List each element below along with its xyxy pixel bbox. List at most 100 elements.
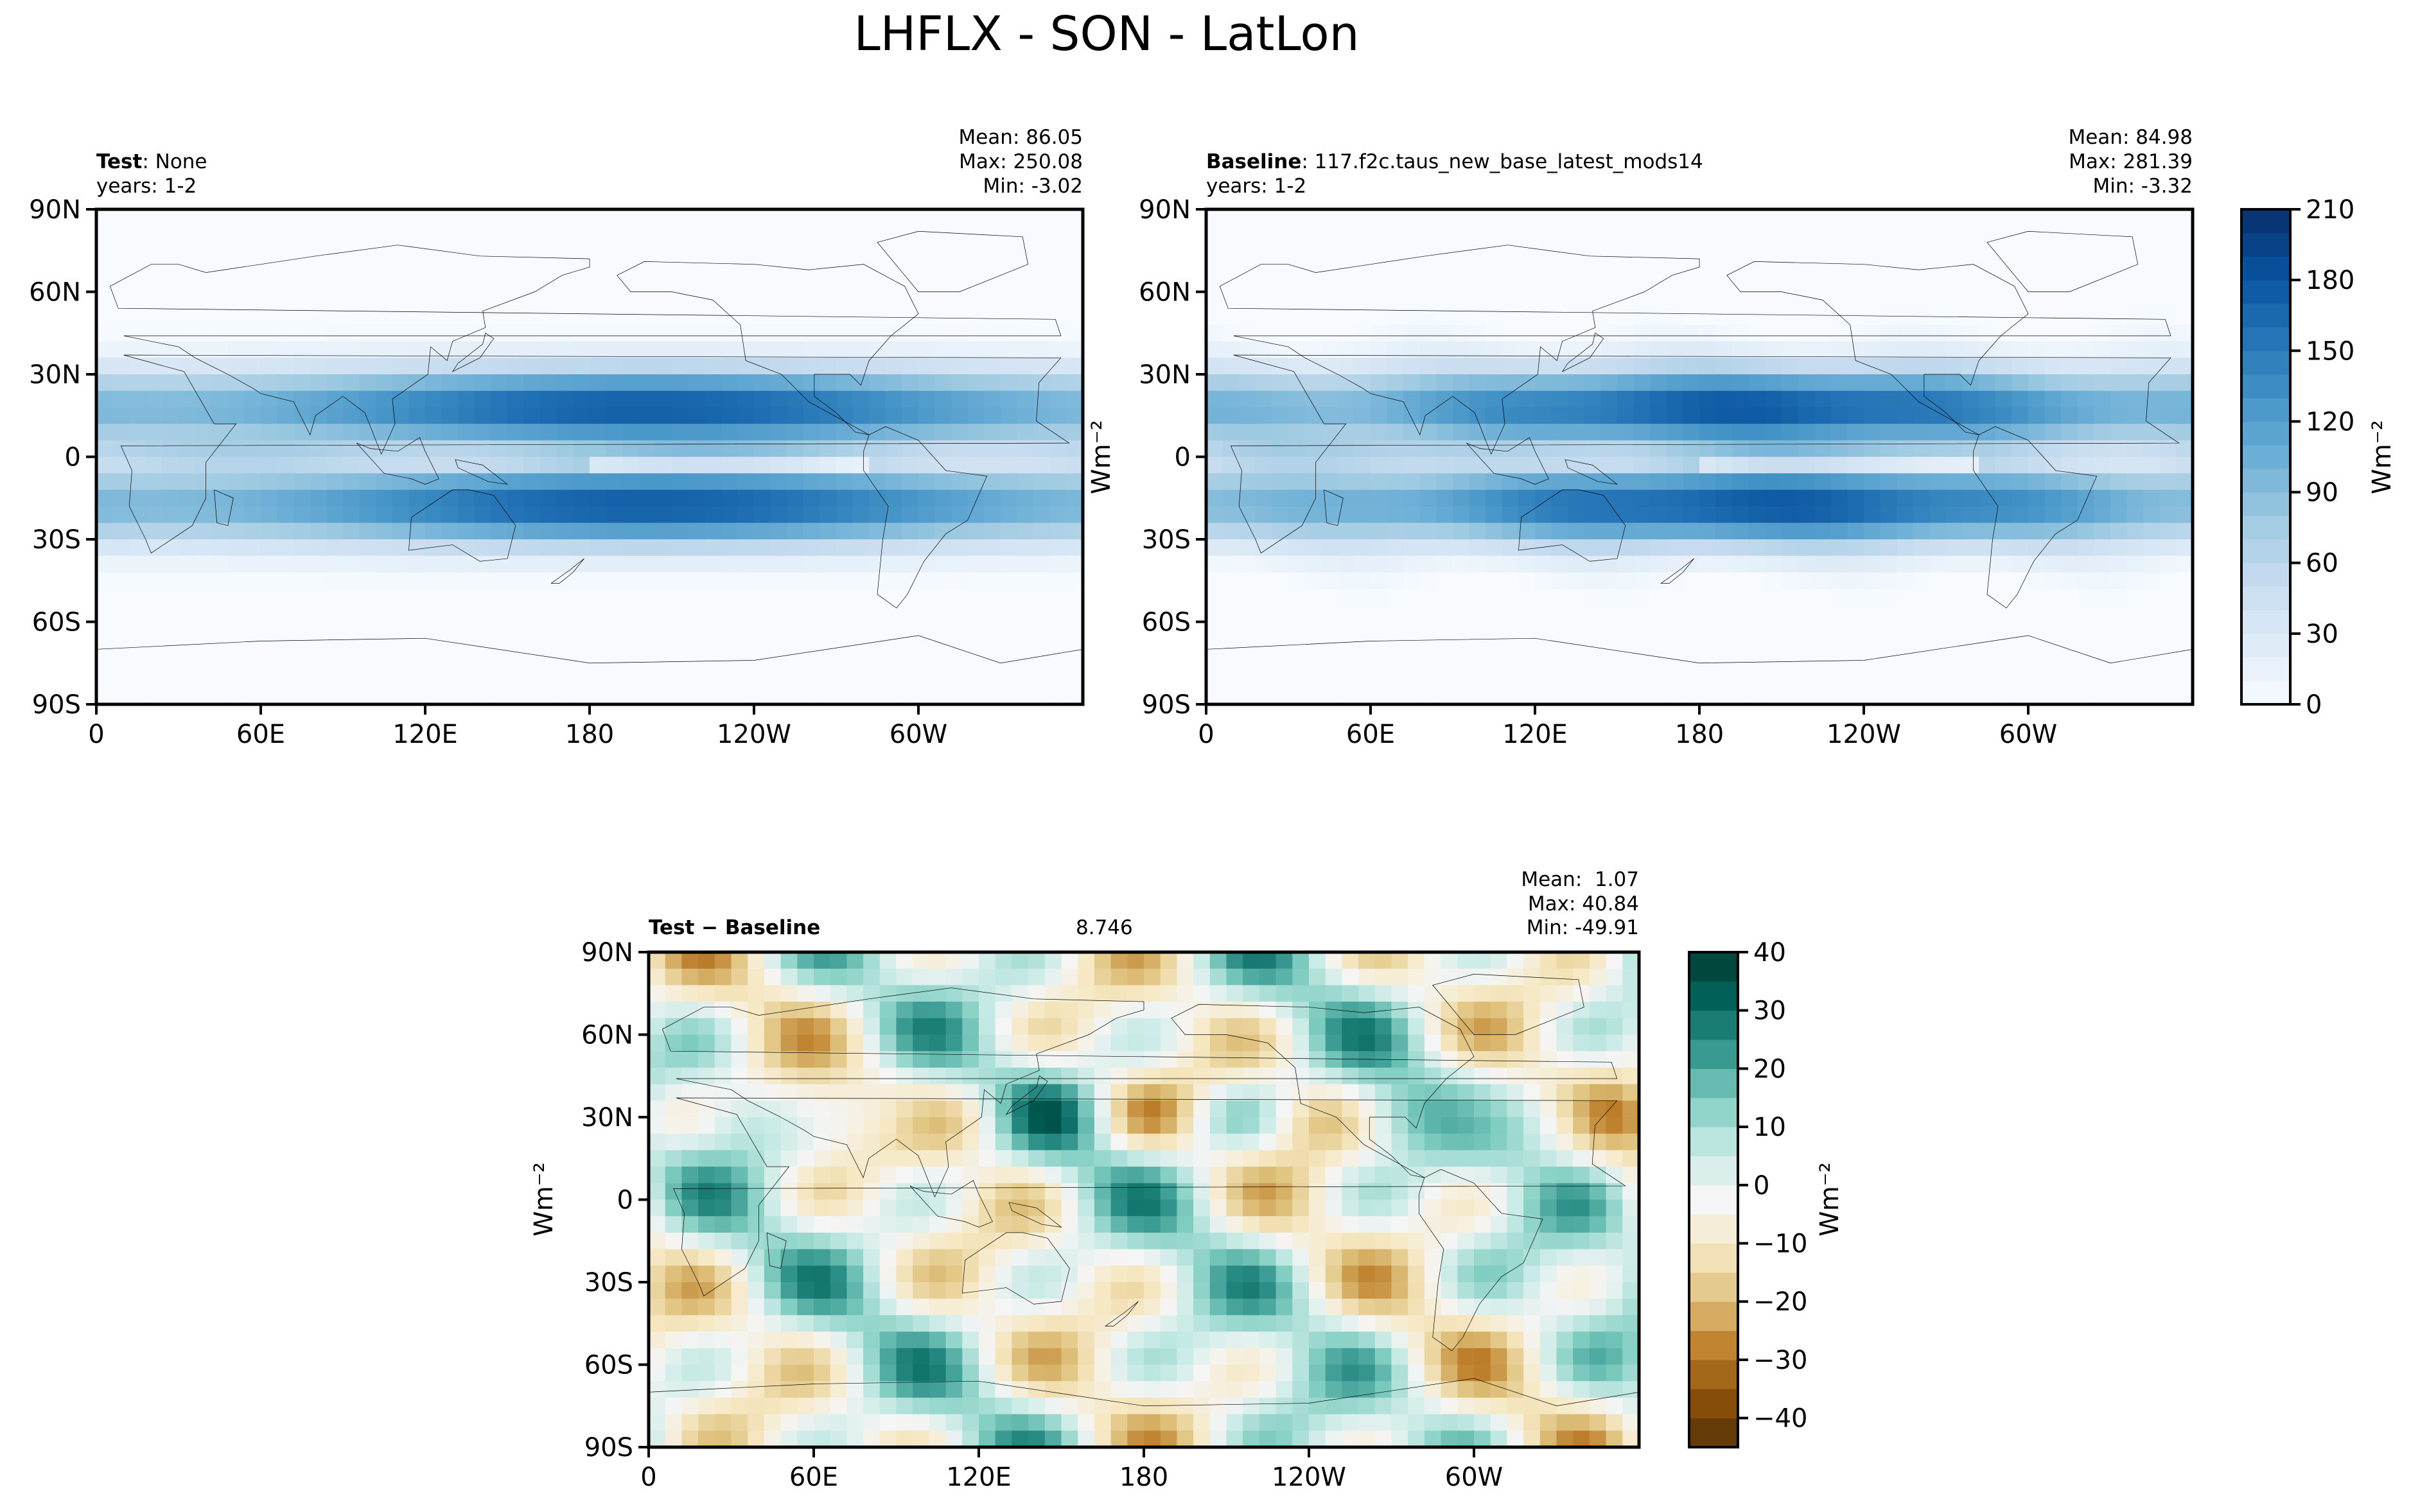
field-cell: [869, 489, 887, 507]
field-cell: [1748, 539, 1766, 557]
field-cell: [688, 621, 706, 639]
field-cell: [441, 539, 459, 557]
field-cell: [458, 440, 476, 458]
colorbar-top-level: [2241, 468, 2290, 493]
field-cell: [698, 952, 716, 969]
field-cell: [1177, 1282, 1195, 1299]
field-cell: [277, 390, 295, 408]
field-cell: [1995, 605, 2013, 623]
field-cell: [129, 473, 147, 491]
field-cell: [227, 424, 245, 442]
field-cell: [145, 358, 163, 376]
field-cell: [780, 1034, 798, 1052]
field-cell: [622, 308, 640, 326]
field-cell: [1436, 506, 1454, 524]
field-cell: [1259, 1117, 1277, 1134]
field-cell: [787, 589, 805, 607]
field-cell: [731, 1100, 749, 1118]
field-cell: [852, 341, 870, 359]
field-cell: [1732, 605, 1750, 623]
field-cell: [688, 671, 706, 689]
field-cell: [1255, 456, 1273, 474]
diff-map: [649, 952, 1639, 1447]
field-cell: [1226, 1364, 1244, 1382]
field-cell: [441, 523, 459, 541]
field-cell: [1272, 489, 1290, 507]
field-cell: [376, 589, 394, 607]
field-cell: [392, 209, 410, 227]
field-cell: [1012, 1034, 1030, 1052]
field-cell: [846, 1315, 864, 1333]
field-cell: [1288, 621, 1306, 639]
field-cell: [731, 1397, 749, 1415]
field-cell: [1387, 308, 1405, 326]
y-tick-label: 60N: [1139, 278, 1191, 308]
field-cell: [1699, 456, 1717, 474]
field-cell: [227, 358, 245, 376]
field-cell: [1864, 324, 1881, 342]
field-cell: [698, 1430, 716, 1447]
field-cell: [294, 242, 311, 260]
test-years: years: 1-2: [96, 175, 197, 198]
field-cell: [1144, 1249, 1161, 1267]
field-cell: [2061, 671, 2079, 689]
field-cell: [1304, 523, 1322, 541]
field-cell: [2126, 671, 2144, 689]
field-cell: [1502, 539, 1520, 557]
field-cell: [1486, 621, 1504, 639]
field-cell: [780, 1348, 798, 1366]
field-cell: [1209, 1100, 1227, 1118]
field-cell: [622, 390, 640, 408]
field-cell: [995, 1117, 1013, 1134]
field-cell: [655, 440, 673, 458]
field-cell: [1715, 341, 1733, 359]
field-cell: [96, 539, 114, 557]
field-cell: [748, 1332, 766, 1350]
field-cell: [1469, 555, 1487, 573]
field-cell: [830, 1381, 848, 1399]
field-cell: [748, 1167, 766, 1185]
field-cell: [359, 589, 377, 607]
field-cell: [491, 654, 509, 672]
field-cell: [1193, 1282, 1211, 1299]
field-cell: [1732, 225, 1750, 243]
field-cell: [1946, 523, 1963, 541]
field-cell: [2143, 456, 2161, 474]
field-cell: [1830, 654, 1848, 672]
field-cell: [2159, 308, 2177, 326]
field-cell: [1913, 259, 1931, 277]
field-cell: [1094, 1133, 1112, 1151]
field-cell: [879, 1216, 897, 1234]
field-cell: [1946, 341, 1963, 359]
field-cell: [1321, 671, 1339, 689]
field-cell: [1486, 572, 1504, 590]
field-cell: [523, 259, 541, 277]
field-cell: [945, 1034, 963, 1052]
field-cell: [934, 654, 952, 672]
field-cell: [797, 1100, 815, 1118]
field-cell: [836, 275, 854, 293]
field-cell: [1239, 341, 1257, 359]
field-cell: [1066, 523, 1083, 541]
field-cell: [1239, 225, 1257, 243]
field-cell: [2110, 456, 2128, 474]
field-cell: [1830, 621, 1848, 639]
field-cell: [1387, 374, 1405, 392]
field-cell: [1436, 489, 1454, 507]
field-cell: [129, 390, 147, 408]
field-cell: [754, 523, 771, 541]
field-cell: [1354, 291, 1372, 309]
field-cell: [1160, 1051, 1178, 1069]
field-cell: [797, 952, 815, 969]
field-cell: [1584, 654, 1602, 672]
field-cell: [836, 209, 854, 227]
field-cell: [2028, 589, 2046, 607]
field-cell: [261, 275, 278, 293]
field-cell: [1177, 1414, 1195, 1432]
test-mean: Mean: 86.05: [958, 126, 1083, 149]
field-cell: [326, 358, 344, 376]
field-cell: [1292, 1034, 1310, 1052]
coastline: [1563, 333, 1604, 372]
field-cell: [863, 968, 881, 986]
